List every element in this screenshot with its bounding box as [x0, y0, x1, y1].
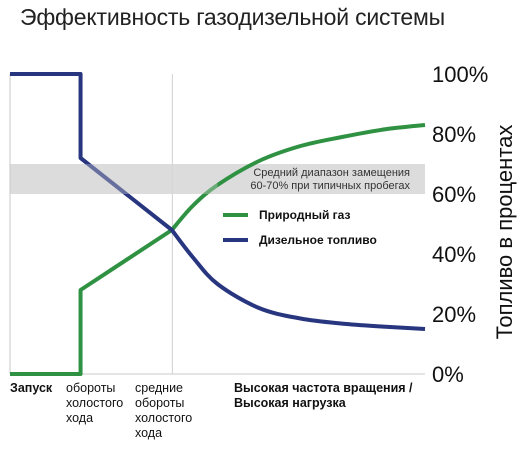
legend-label: Природный газ — [259, 208, 350, 222]
band-overlay — [80, 164, 218, 194]
x-phase-label: обороты холостого хода — [66, 381, 124, 425]
legend-label: Дизельное топливо — [259, 233, 377, 247]
y-tick-label: 60% — [432, 182, 476, 207]
y-tick-label: 80% — [432, 122, 476, 147]
chart-title: Эффективность газодизельной системы — [20, 4, 445, 30]
substitution-band — [10, 164, 425, 194]
band-label-line-2: 60-70% при типичных пробегах — [250, 180, 410, 192]
series-line-gas — [10, 123, 426, 376]
series-line-diesel — [10, 72, 426, 331]
x-phase-label: Запуск — [10, 381, 53, 395]
y-tick-label: 0% — [432, 362, 464, 387]
x-phase-label: средние обороты холостого хода — [135, 381, 193, 440]
y-axis-label: Топливо в процентах — [492, 125, 517, 340]
y-tick-label: 100% — [432, 62, 488, 87]
y-tick-label: 40% — [432, 242, 476, 267]
y-tick-label: 20% — [432, 302, 476, 327]
x-phase-label: Высокая частота вращения / Высокая нагруз… — [234, 381, 413, 410]
band-label-line-1: Средний диапазон замещения — [253, 167, 410, 179]
